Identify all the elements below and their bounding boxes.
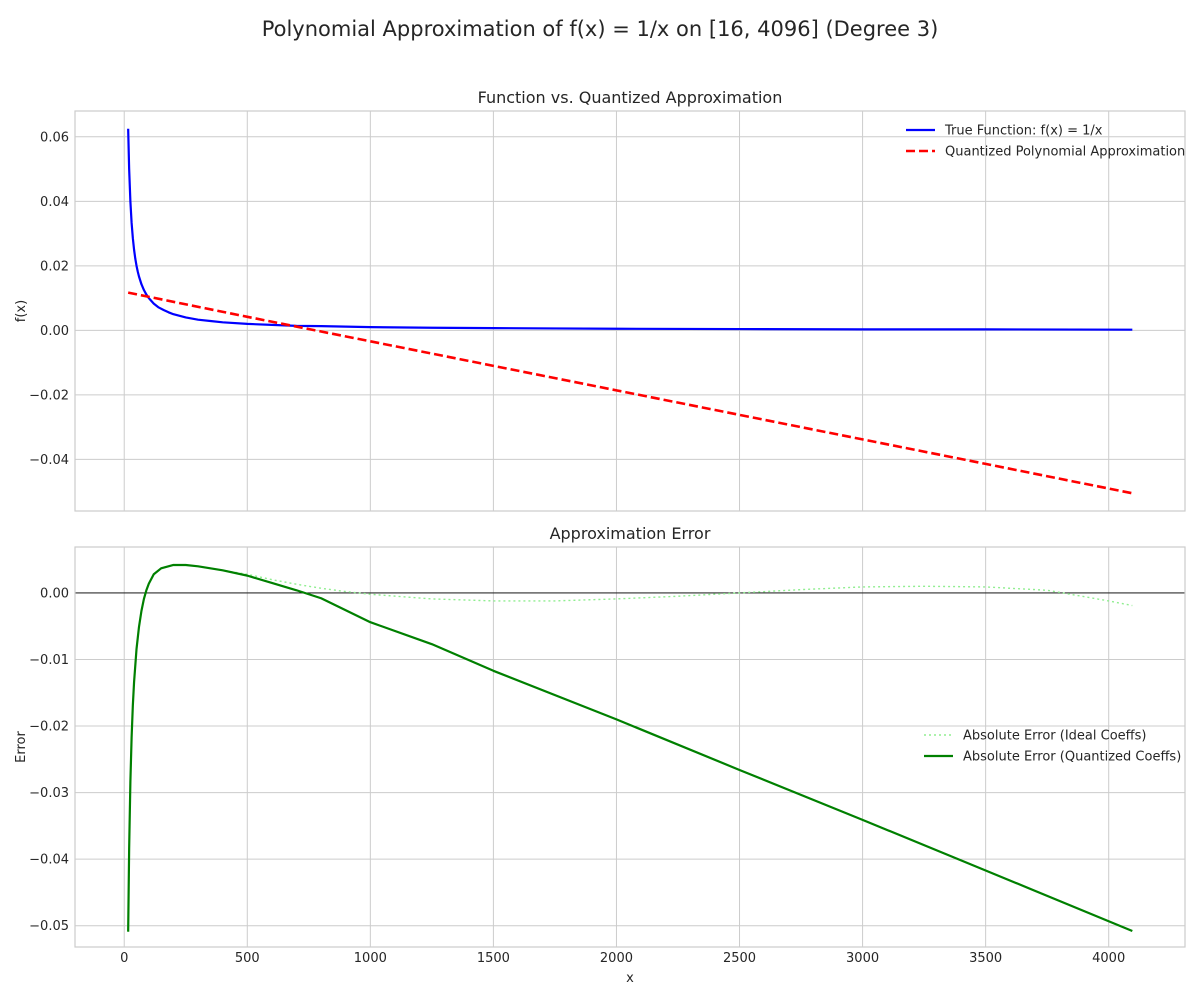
figure-title: Polynomial Approximation of f(x) = 1/x o… (262, 17, 939, 41)
legend-label-1: Quantized Polynomial Approximation (945, 145, 1185, 160)
function-panel: 0.06 0.04 0.02 0.00 −0.02 −0.04 Function vs. Q… (14, 88, 1186, 512)
y-tick-label: −0.04 (29, 853, 69, 868)
y-tick-label: −0.03 (29, 786, 69, 801)
y-tick-label: 0.04 (40, 195, 69, 210)
y-tick-label: 0.00 (40, 324, 69, 339)
plot-area (75, 111, 1185, 511)
series-line-0 (127, 564, 1133, 932)
y-tick-label: −0.04 (29, 453, 69, 468)
x-axis-label: x (626, 971, 634, 986)
x-tick-label: 1500 (477, 951, 510, 966)
axes-frame (74, 110, 1186, 512)
subplot-title: Function vs. Quantized Approximation (478, 88, 783, 107)
y-tick-label: −0.02 (29, 388, 69, 403)
legend-label-1: Absolute Error (Quantized Coeffs) (963, 750, 1181, 765)
x-tick-label: 3500 (969, 951, 1002, 966)
x-tick-label: 500 (235, 951, 260, 966)
x-tick-label: 0 (120, 951, 128, 966)
series-line-0 (127, 128, 1133, 331)
y-tick-label: −0.01 (29, 653, 69, 668)
x-tick-label: 2000 (600, 951, 633, 966)
y-tick-label: 0.02 (40, 259, 69, 274)
subplot-title: Approximation Error (550, 524, 711, 543)
y-tick-label: −0.02 (29, 720, 69, 735)
x-tick-label: 4000 (1092, 951, 1125, 966)
y-tick-label: −0.05 (29, 919, 69, 934)
legend-label-0: True Function: f(x) = 1/x (944, 124, 1103, 139)
y-axis-label: Error (14, 731, 29, 763)
x-tick-label: 1000 (354, 951, 387, 966)
x-tick-label: 2500 (723, 951, 756, 966)
error-panel: 0.00 −0.01 −0.02 −0.03 −0.04 −0.05 0 500 1000 150… (14, 524, 1186, 986)
series-line-1 (127, 291, 1133, 495)
plot-area (75, 547, 1185, 947)
series-line-1 (127, 563, 1133, 933)
y-tick-label: 0.06 (40, 130, 69, 145)
x-tick-label: 3000 (846, 951, 879, 966)
axes-frame (74, 546, 1186, 948)
y-axis-label: f(x) (14, 300, 29, 322)
y-tick-label: 0.00 (40, 586, 69, 601)
legend-label-0: Absolute Error (Ideal Coeffs) (963, 729, 1146, 744)
